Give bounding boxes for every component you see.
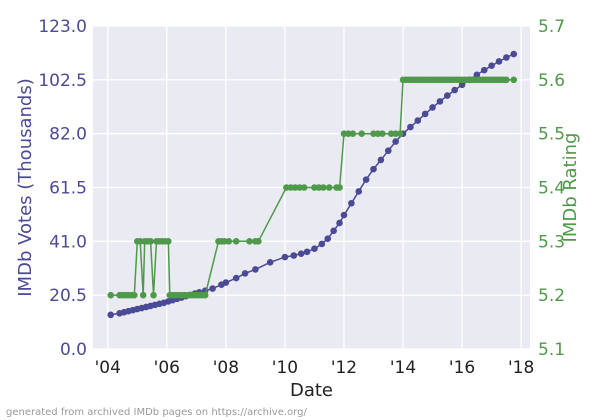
votes-point [414, 117, 422, 124]
votes-point [355, 188, 363, 195]
right-y-tick-label: 5.7 [538, 17, 565, 37]
votes-point [232, 274, 240, 282]
votes-point [480, 66, 488, 74]
right-y-tick-label: 5.3 [538, 232, 565, 252]
x-tick-label: '06 [154, 358, 180, 378]
x-axis-label: Date [290, 380, 333, 401]
rating-point [320, 184, 327, 191]
left-y-tick-label: 123.0 [38, 17, 87, 37]
x-tick-label: '10 [272, 358, 298, 378]
x-tick-label: '04 [95, 358, 121, 378]
source-footnote: generated from archived IMDb pages on ht… [6, 407, 307, 418]
votes-point [421, 110, 429, 118]
right-y-tick-label: 5.4 [538, 179, 565, 199]
rating-point [225, 238, 233, 245]
votes-point [407, 123, 414, 131]
votes-point [318, 240, 326, 248]
votes-point [336, 219, 343, 227]
rating-point [358, 130, 365, 137]
votes-point [266, 259, 274, 266]
right-y-tick-label: 5.6 [538, 71, 565, 91]
grid-lines [93, 25, 530, 350]
rating-point [396, 130, 404, 137]
rating-point [510, 76, 518, 84]
rating-point [201, 291, 209, 299]
right-y-tick-label: 5.2 [538, 286, 565, 306]
votes-point [209, 285, 216, 292]
rating-point [503, 76, 510, 84]
x-tick-label: '08 [213, 358, 239, 378]
rating-point [139, 291, 147, 299]
votes-point [348, 199, 355, 207]
votes-point [252, 266, 259, 273]
votes-point [311, 245, 318, 252]
votes-point [384, 147, 392, 155]
left-y-axis-ticks: 0.0 20.5 41.0 61.5 82.0 102.5 123.0 [38, 17, 87, 360]
rating-point [147, 238, 154, 245]
votes-point [473, 71, 481, 79]
votes-point [330, 227, 337, 235]
right-y-axis-label: IMDb Rating [560, 133, 581, 243]
left-y-tick-label: 102.5 [38, 71, 87, 91]
votes-point [370, 165, 377, 173]
left-y-tick-label: 41.0 [49, 232, 87, 252]
rating-point [150, 291, 157, 299]
left-y-tick-label: 61.5 [49, 179, 87, 199]
votes-point [451, 86, 459, 94]
votes-point [510, 50, 518, 58]
votes-point [281, 253, 289, 261]
rating-point [300, 184, 308, 191]
votes-point [392, 138, 399, 145]
left-y-axis-label: IMDb Votes (Thousands) [15, 78, 36, 297]
rating-point [107, 291, 115, 299]
votes-point [429, 104, 436, 111]
x-tick-label: '18 [508, 358, 534, 378]
rating-point [336, 184, 343, 191]
votes-point [290, 252, 298, 259]
left-y-tick-label: 82.0 [49, 125, 87, 145]
votes-point [324, 235, 332, 243]
series-layer [107, 50, 518, 319]
x-tick-label: '14 [390, 358, 416, 378]
votes-point [241, 270, 249, 277]
rating-point [349, 130, 357, 137]
votes-point [444, 92, 451, 99]
votes-point [377, 156, 385, 164]
votes-point [488, 62, 495, 69]
votes-point [107, 311, 115, 319]
x-tick-label: '12 [331, 358, 357, 378]
votes-point [303, 248, 311, 256]
votes-point [362, 176, 370, 183]
rating-point [379, 130, 386, 137]
rating-point [131, 291, 138, 299]
rating-point [255, 238, 262, 245]
right-y-tick-label: 5.1 [538, 340, 565, 360]
right-y-tick-label: 5.5 [538, 125, 565, 145]
rating-point [164, 238, 172, 245]
left-y-tick-label: 0.0 [60, 340, 87, 360]
x-tick-label: '16 [449, 358, 475, 378]
votes-point [436, 98, 444, 105]
votes-point [340, 211, 348, 219]
right-y-axis-ticks: 5.1 5.2 5.3 5.4 5.5 5.6 5.7 [538, 17, 565, 360]
rating-point [325, 184, 333, 191]
votes-point [495, 58, 503, 65]
x-axis-ticks: '04 '06 '08 '10 '12 '14 '16 '18 [95, 358, 535, 378]
votes-point [503, 54, 510, 61]
left-y-tick-label: 20.5 [49, 286, 87, 306]
votes-point [458, 81, 466, 89]
votes-series [107, 50, 518, 319]
rating-series [107, 76, 518, 299]
rating-point [232, 238, 240, 245]
votes-point [222, 279, 230, 286]
rating-point [246, 238, 253, 245]
votes-point [297, 250, 305, 257]
